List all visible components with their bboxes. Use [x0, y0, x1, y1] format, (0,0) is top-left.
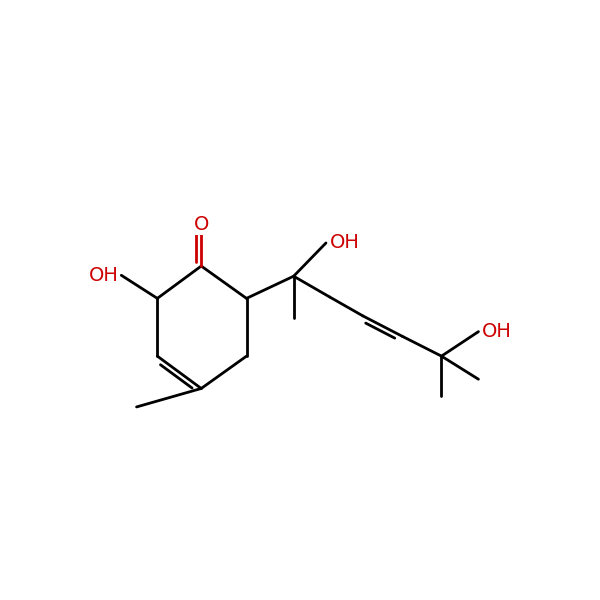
- Text: O: O: [194, 215, 209, 234]
- Text: OH: OH: [482, 322, 512, 341]
- Text: OH: OH: [89, 266, 119, 285]
- Text: OH: OH: [329, 233, 359, 253]
